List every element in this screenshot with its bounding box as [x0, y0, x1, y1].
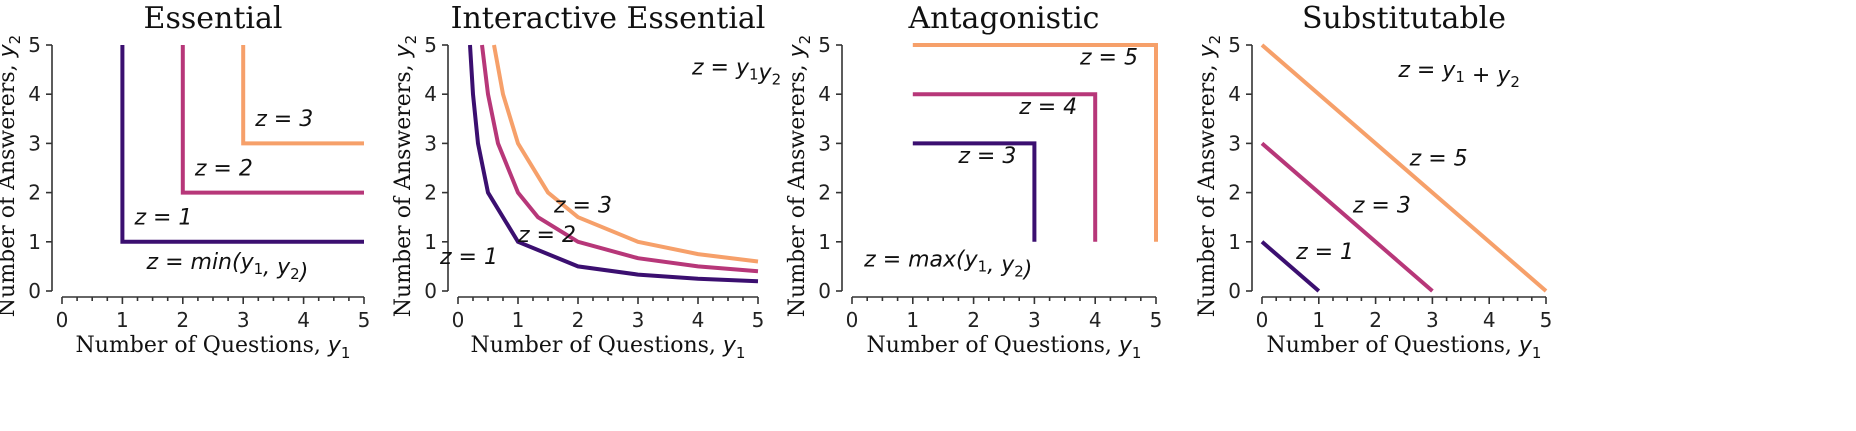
x-tick-label: 5 [1540, 308, 1553, 332]
annotation: z = 1 [133, 206, 192, 231]
annotation: z = y1 + y2 [1397, 58, 1520, 91]
x-tick-label: 2 [967, 308, 980, 332]
y-tick-label: 1 [28, 230, 41, 254]
annotation: z = 5 [1409, 147, 1468, 172]
y-tick-label: 2 [818, 181, 831, 205]
x-tick-label: 4 [1089, 308, 1102, 332]
y-axis-label: Number of Answerers, y2 [0, 35, 24, 317]
y-tick-label: 4 [818, 82, 831, 106]
x-tick-label: 0 [56, 308, 69, 332]
annotation: z = 3 [1352, 193, 1411, 218]
annotation: z = y1y2 [691, 56, 781, 89]
x-axis-label: Number of Questions, y1 [867, 333, 1142, 362]
x-tick-label: 0 [1256, 308, 1269, 332]
chart-title: Essential [144, 1, 283, 36]
x-tick-label: 1 [116, 308, 129, 332]
annotation: z = 3 [254, 107, 313, 132]
annotation: z = 4 [1018, 95, 1077, 120]
y-tick-label: 2 [1228, 181, 1241, 205]
series-line [468, 44, 759, 284]
chart-title: Antagonistic [908, 1, 1100, 36]
x-tick-label: 1 [906, 308, 919, 332]
y-tick-label: 0 [424, 279, 437, 303]
x-axis-label: Number of Questions, y1 [76, 333, 351, 362]
y-tick-label: 4 [1228, 82, 1241, 106]
y-tick-label: 4 [424, 82, 437, 106]
series-line [1260, 43, 1548, 293]
y-tick-label: 5 [28, 33, 41, 57]
annotation: z = 1 [1295, 240, 1354, 265]
series-line [241, 45, 364, 146]
x-tick-label: 3 [632, 308, 645, 332]
x-tick-label: 3 [1028, 308, 1041, 332]
y-tick-label: 2 [424, 181, 437, 205]
y-axis-label: Number of Answerers, y2 [1195, 35, 1224, 317]
y-tick-label: 5 [818, 33, 831, 57]
x-tick-label: 5 [1150, 308, 1163, 332]
x-axis-label: Number of Questions, y1 [1267, 333, 1542, 362]
y-axis-label: Number of Answerers, y2 [391, 35, 420, 317]
y-tick-label: 2 [28, 181, 41, 205]
y-tick-label: 3 [28, 131, 41, 155]
chart-title: Interactive Essential [451, 1, 766, 36]
y-axis-label: Number of Answerers, y2 [785, 35, 814, 317]
x-tick-label: 0 [452, 308, 465, 332]
annotation: z = max(y1, y2) [863, 247, 1032, 282]
y-tick-label: 4 [28, 82, 41, 106]
series-line [120, 45, 364, 244]
x-tick-label: 1 [512, 308, 525, 332]
series-line [180, 45, 364, 195]
x-tick-label: 3 [237, 308, 250, 332]
y-tick-label: 0 [818, 279, 831, 303]
x-tick-label: 4 [1483, 308, 1496, 332]
panel-3: Antagonistic 0 1 2 3 4 5 0 1 2 3 4 5 Number of Questi… [785, 1, 1162, 362]
series-line [912, 43, 1158, 242]
annotation: z = min(y1, y2) [146, 250, 309, 285]
y-tick-label: 3 [424, 131, 437, 155]
panel-1: Essential 0 1 2 3 4 5 0 1 2 3 4 5 Number of Questions… [0, 1, 370, 362]
y-tick-label: 0 [28, 279, 41, 303]
annotation: z = 1 [439, 245, 498, 270]
annotation: z = 3 [553, 193, 612, 218]
annotation: z = 3 [957, 144, 1016, 169]
annotation: z = 5 [1079, 46, 1138, 71]
annotation: z = 2 [517, 223, 576, 248]
y-tick-label: 0 [1228, 279, 1241, 303]
series-line [1260, 141, 1434, 293]
y-tick-label: 1 [1228, 230, 1241, 254]
y-tick-label: 5 [1228, 33, 1241, 57]
series-line [492, 44, 759, 264]
series-line [1260, 240, 1321, 293]
x-tick-label: 5 [752, 308, 765, 332]
series-line [912, 92, 1098, 242]
y-tick-label: 1 [818, 230, 831, 254]
x-tick-label: 0 [846, 308, 859, 332]
series-line [480, 44, 759, 274]
x-tick-label: 2 [1369, 308, 1382, 332]
y-tick-label: 3 [818, 131, 831, 155]
x-tick-label: 3 [1426, 308, 1439, 332]
series-line [912, 141, 1037, 242]
x-tick-label: 2 [572, 308, 585, 332]
x-tick-label: 4 [692, 308, 705, 332]
annotation: z = 2 [194, 156, 253, 181]
chart-title: Substitutable [1302, 1, 1506, 36]
y-tick-label: 1 [424, 230, 437, 254]
x-tick-label: 4 [297, 308, 310, 332]
x-tick-label: 1 [1312, 308, 1325, 332]
x-axis-label: Number of Questions, y1 [471, 333, 746, 362]
x-tick-label: 2 [176, 308, 189, 332]
y-tick-label: 5 [424, 33, 437, 57]
y-tick-label: 3 [1228, 131, 1241, 155]
x-tick-label: 5 [358, 308, 371, 332]
